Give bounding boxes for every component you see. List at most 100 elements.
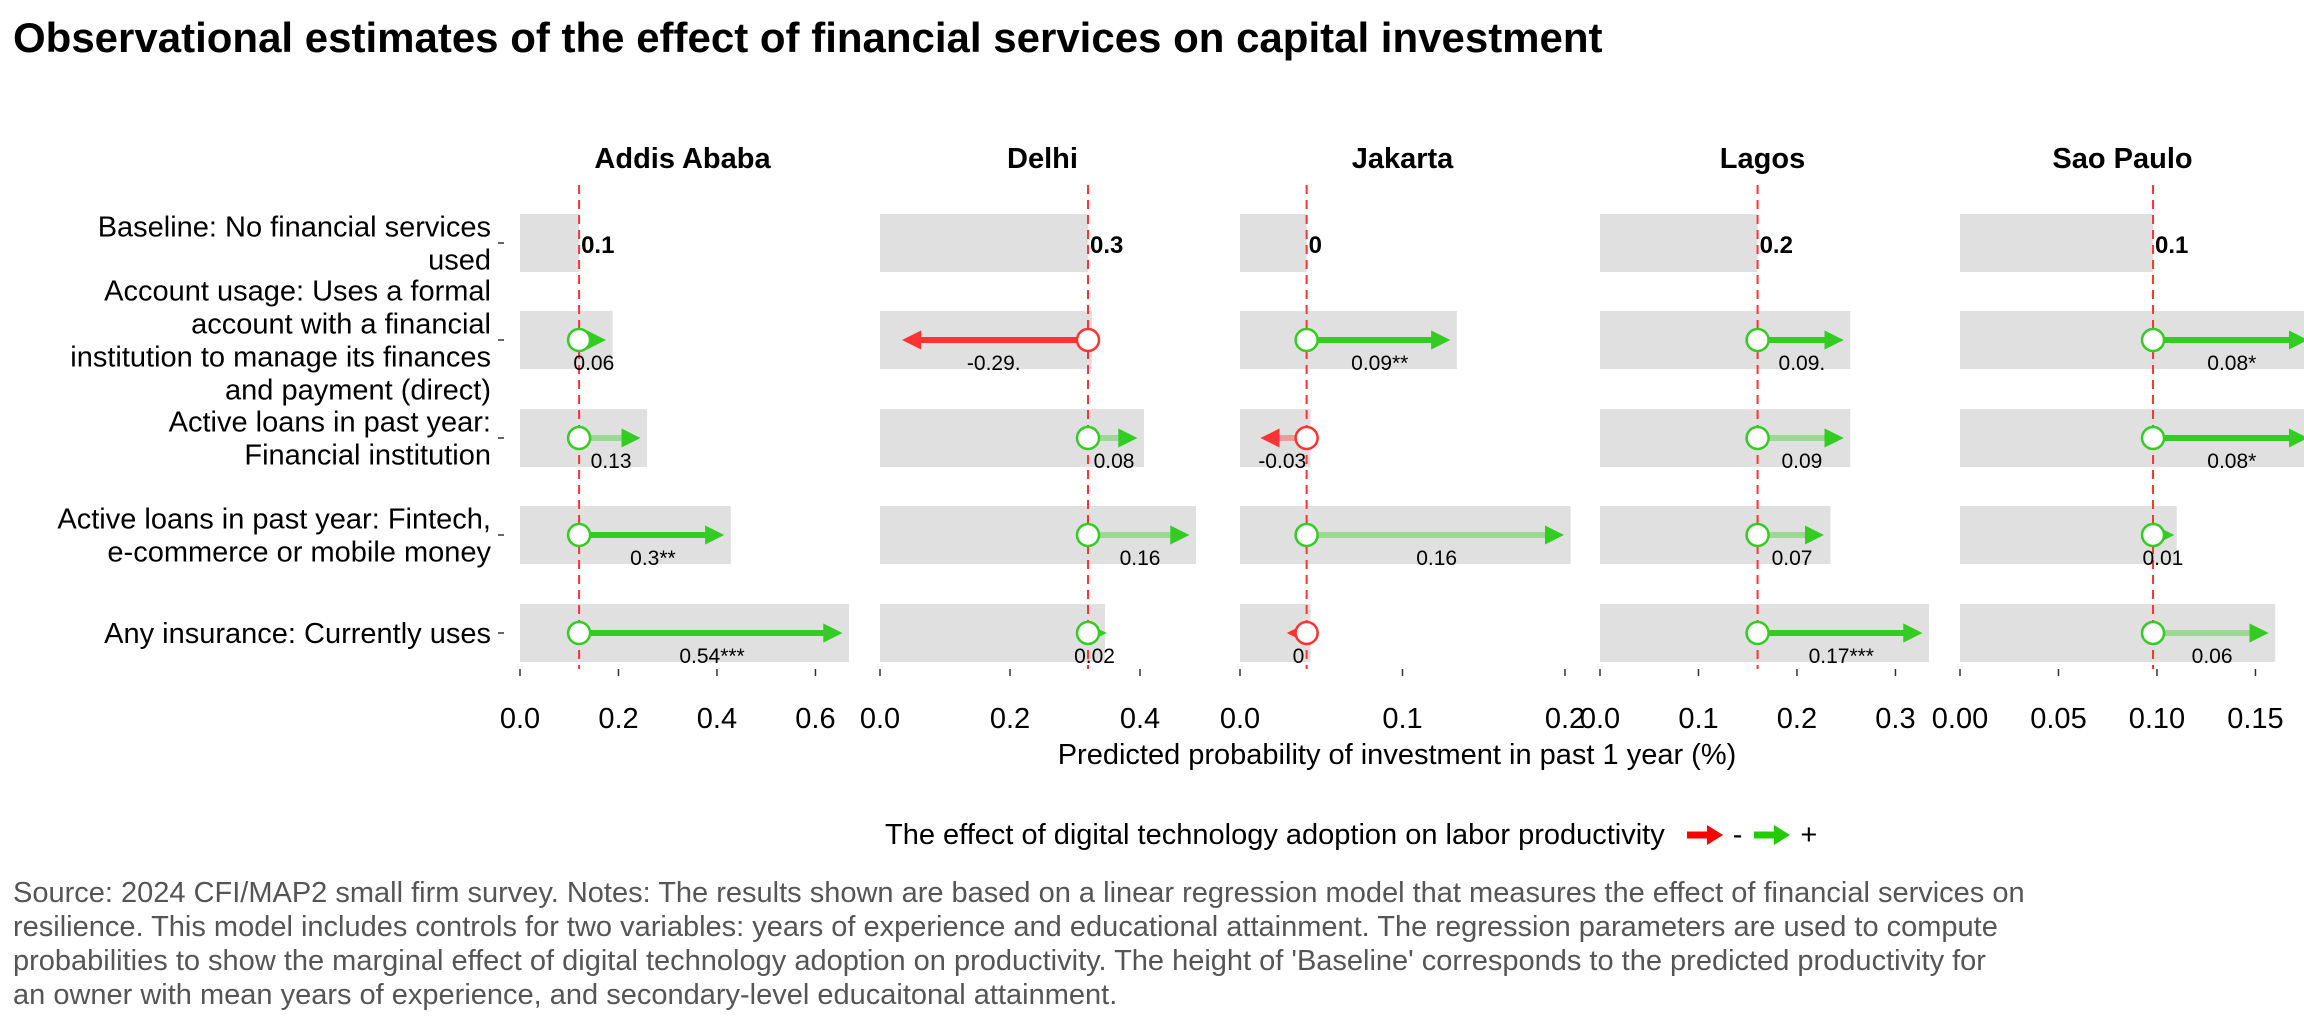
baseline-bar bbox=[520, 214, 580, 272]
baseline-point bbox=[2140, 620, 2166, 646]
effect-bar bbox=[1960, 506, 2177, 564]
effect-bar bbox=[1600, 409, 1851, 467]
legend-title: The effect of digital technology adoptio… bbox=[885, 818, 1665, 851]
facet-title: Jakarta bbox=[1352, 143, 1454, 175]
effect-value-label: 0.06 bbox=[2192, 645, 2233, 668]
x-tick-label: 0.2 bbox=[1777, 703, 1817, 735]
row-label-line: Baseline: No financial services bbox=[98, 212, 491, 244]
baseline-point bbox=[1745, 620, 1770, 646]
baseline-point bbox=[566, 522, 592, 548]
effect-value-label: 0.08* bbox=[2207, 352, 2256, 375]
facet-title: Delhi bbox=[1007, 143, 1078, 175]
effect-value-label: 0.09** bbox=[1351, 352, 1408, 375]
x-tick-label: 0.4 bbox=[697, 703, 737, 735]
x-tick-label: 0.2 bbox=[598, 703, 638, 735]
x-tick-label: 0.0 bbox=[500, 703, 540, 735]
row-label-line: Active loans in past year: Fintech, bbox=[57, 504, 491, 536]
effect-value-label: 0.09 bbox=[1781, 450, 1822, 473]
x-tick-label: 0.00 bbox=[1932, 703, 1988, 735]
legend-key-positive: + bbox=[1752, 819, 1817, 852]
effect-value-label: 0.17*** bbox=[1809, 645, 1874, 668]
effect-value-label: 0.13 bbox=[591, 450, 632, 473]
baseline-point bbox=[2140, 327, 2166, 353]
red-arrow-icon bbox=[1686, 825, 1723, 845]
facet-panel: Jakarta 0 0.09** -0.03 0.16 0 0.0 0.1 0.2 bbox=[1220, 143, 1585, 735]
source-line: probabilities to show the marginal effec… bbox=[13, 945, 1986, 977]
row-label-line: Any insurance: Currently uses bbox=[104, 618, 491, 650]
baseline-point bbox=[1075, 425, 1101, 451]
facet-panel: Lagos 0.2 0.09. 0.09 0.07 0.17*** 0.0 0.1 0.2 0.3 bbox=[1580, 143, 1929, 735]
legend-label-positive: + bbox=[1800, 818, 1818, 851]
x-tick-label: 0.6 bbox=[795, 703, 835, 735]
x-tick-label: 0.0 bbox=[1580, 703, 1620, 735]
baseline-value-label: 0.1 bbox=[581, 232, 614, 259]
baseline-point bbox=[1745, 425, 1770, 451]
row-label-line: and payment (direct) bbox=[225, 375, 491, 407]
row-label-line: e-commerce or mobile money bbox=[107, 537, 491, 569]
row-label-line: Active loans in past year: bbox=[169, 407, 491, 439]
baseline-point bbox=[566, 425, 592, 451]
facet-panel: Delhi 0.3 -0.29. 0.08 0.16 0.02 0.0 0.2 0.4 bbox=[860, 143, 1196, 735]
baseline-point bbox=[1294, 425, 1319, 451]
facet-title: Addis Ababa bbox=[594, 143, 771, 175]
x-tick-label: 0.15 bbox=[2227, 703, 2283, 735]
baseline-point bbox=[1745, 522, 1770, 548]
baseline-value-label: 0 bbox=[1309, 232, 1322, 259]
baseline-bar bbox=[1240, 214, 1307, 272]
effect-value-label: 0.54*** bbox=[679, 645, 744, 668]
x-tick-label: 0.1 bbox=[1382, 703, 1422, 735]
source-line: resilience. This model includes controls… bbox=[13, 911, 1998, 943]
row-label: Any insurance: Currently uses bbox=[104, 618, 491, 650]
row-label-line: Financial institution bbox=[244, 440, 491, 472]
effect-value-label: 0.08* bbox=[2207, 450, 2256, 473]
facet-panel: Sao Paulo 0.1 0.08* 0.08* 0.01 0.06 0.00 0.05 0.… bbox=[1932, 143, 2304, 735]
effect-value-label: 0.02 bbox=[1074, 645, 1115, 668]
effect-bar bbox=[880, 604, 1105, 662]
row-label-line: used bbox=[428, 245, 491, 277]
baseline-point bbox=[1294, 522, 1319, 548]
row-label-line: account with a financial bbox=[191, 309, 491, 341]
x-tick-label: 0.0 bbox=[860, 703, 900, 735]
x-tick-label: 0.3 bbox=[1875, 703, 1915, 735]
baseline-point bbox=[1294, 327, 1319, 353]
source-line: an owner with mean years of experience, … bbox=[13, 979, 1118, 1011]
row-labels: Baseline: No financial services usedAccou… bbox=[57, 212, 504, 650]
baseline-point bbox=[1745, 327, 1770, 353]
baseline-bar bbox=[1960, 214, 2154, 272]
baseline-value-label: 0.2 bbox=[1760, 232, 1793, 259]
baseline-value-label: 0.1 bbox=[2155, 232, 2188, 259]
chart-canvas: Baseline: No financial services usedAccou… bbox=[57, 143, 2304, 771]
baseline-point bbox=[566, 327, 592, 353]
effect-bar bbox=[880, 506, 1196, 564]
effect-value-label: 0.09. bbox=[1779, 352, 1826, 375]
source-note: Source: 2024 CFI/MAP2 small firm survey.… bbox=[13, 876, 2293, 1012]
effect-bar bbox=[1600, 506, 1831, 564]
x-tick-label: 0.1 bbox=[1678, 703, 1718, 735]
baseline-point bbox=[1294, 620, 1319, 646]
row-label-line: institution to manage its finances bbox=[70, 342, 491, 374]
baseline-bar bbox=[880, 214, 1088, 272]
effect-value-label: 0.06 bbox=[573, 352, 614, 375]
baseline-point bbox=[1075, 327, 1101, 353]
x-axis-title: Predicted probability of investment in p… bbox=[1058, 739, 1737, 771]
baseline-point bbox=[1075, 620, 1101, 646]
green-arrow-icon bbox=[1754, 825, 1791, 845]
effect-value-label: 0.3** bbox=[630, 547, 676, 570]
row-label: Active loans in past year: Fintech, e-com… bbox=[57, 504, 491, 569]
x-tick-label: 0.2 bbox=[1545, 703, 1585, 735]
baseline-point bbox=[566, 620, 592, 646]
baseline-point bbox=[2140, 522, 2166, 548]
legend: The effect of digital technology adoptio… bbox=[885, 815, 1827, 855]
row-label: Baseline: No financial services used bbox=[98, 212, 491, 277]
row-label-line: Account usage: Uses a formal bbox=[104, 276, 491, 308]
effect-value-label: 0.16 bbox=[1120, 547, 1161, 570]
chart-title: Observational estimates of the effect of… bbox=[13, 14, 1603, 61]
x-tick-label: 0.10 bbox=[2129, 703, 2185, 735]
facet-panel: Addis Ababa 0.1 0.06 0.13 0.3** 0.54*** 0.0 0.2… bbox=[500, 143, 849, 735]
facet-title: Sao Paulo bbox=[2052, 143, 2192, 175]
facet-title: Lagos bbox=[1720, 143, 1805, 175]
x-tick-label: 0.4 bbox=[1120, 703, 1160, 735]
effect-value-label: -0.29. bbox=[967, 352, 1021, 375]
effect-value-label: 0 bbox=[1293, 645, 1305, 668]
